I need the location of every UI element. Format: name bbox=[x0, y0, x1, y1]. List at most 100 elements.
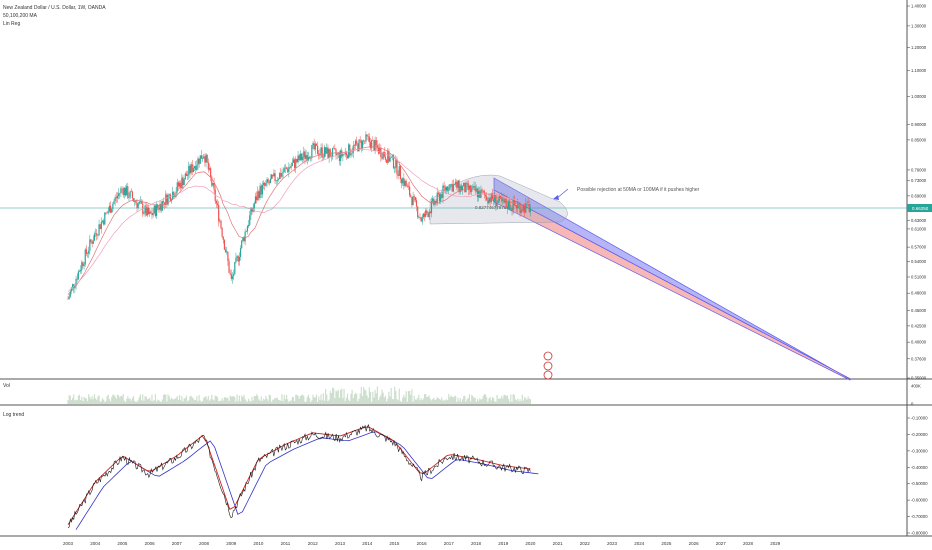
candle-body bbox=[114, 197, 116, 201]
volume-bar bbox=[459, 397, 461, 404]
volume-bar bbox=[417, 397, 419, 404]
volume-bar bbox=[201, 401, 204, 404]
candle-body bbox=[391, 154, 393, 158]
volume-bar bbox=[229, 395, 231, 404]
volume-bar bbox=[320, 394, 322, 404]
candle-body bbox=[452, 184, 454, 192]
candle-body bbox=[233, 274, 235, 277]
volume-bar bbox=[323, 400, 326, 404]
candle-body bbox=[491, 193, 494, 200]
candle-body bbox=[111, 209, 113, 213]
volume-bar bbox=[172, 399, 174, 404]
candle-body bbox=[451, 183, 453, 192]
volume-bar bbox=[89, 396, 91, 404]
time-tick-label: 2019 bbox=[498, 541, 509, 546]
candle-body bbox=[107, 211, 109, 213]
volume-bar bbox=[152, 401, 154, 404]
volume-bar bbox=[175, 397, 177, 404]
volume-bar bbox=[406, 401, 408, 404]
volume-bar bbox=[269, 395, 272, 404]
volume-bar bbox=[335, 390, 337, 404]
candle-body bbox=[215, 201, 217, 204]
volume-bar bbox=[93, 394, 96, 404]
candle-body bbox=[258, 191, 260, 198]
candle-body bbox=[281, 173, 283, 177]
volume-bar bbox=[205, 396, 207, 404]
volume-bar bbox=[494, 401, 496, 404]
candle-body bbox=[287, 168, 289, 173]
volume-bar bbox=[418, 394, 420, 404]
volume-bar bbox=[267, 400, 269, 404]
volume-bar bbox=[420, 398, 422, 404]
volume-bar bbox=[239, 401, 242, 404]
volume-bar bbox=[246, 401, 249, 404]
candle-body bbox=[394, 167, 396, 169]
volume-bar bbox=[214, 395, 216, 404]
candle-body bbox=[273, 173, 275, 177]
volume-bar bbox=[83, 396, 85, 404]
volume-bar bbox=[149, 397, 151, 404]
volume-bar bbox=[492, 398, 495, 404]
volume-bar bbox=[354, 393, 357, 404]
event-markers-icon[interactable] bbox=[543, 351, 553, 380]
volume-bar bbox=[303, 395, 305, 404]
volume-bar bbox=[282, 401, 284, 404]
volume-bar bbox=[162, 395, 165, 404]
volume-bar bbox=[482, 395, 484, 404]
candle-body bbox=[192, 168, 194, 173]
volume-bar bbox=[410, 394, 412, 404]
volume-bar bbox=[233, 396, 235, 404]
volume-bar bbox=[104, 401, 106, 404]
volume-bar bbox=[192, 398, 194, 404]
price-tick-label: 0.45000 bbox=[911, 308, 927, 313]
volume-bar bbox=[510, 394, 512, 404]
volume-bar bbox=[403, 394, 405, 404]
volume-bar bbox=[99, 401, 101, 404]
volume-bar bbox=[342, 398, 344, 404]
candle-body bbox=[449, 184, 451, 190]
candle-body bbox=[85, 249, 88, 254]
volume-bar bbox=[231, 396, 234, 404]
candle-body bbox=[303, 151, 305, 158]
linreg-legend: Lin Reg bbox=[3, 21, 21, 27]
price-tick-label: 0.76000 bbox=[911, 167, 927, 172]
volume-bar bbox=[341, 388, 343, 404]
volume-bar bbox=[190, 395, 192, 404]
volume-bar bbox=[407, 391, 410, 404]
volume-bar bbox=[434, 399, 436, 404]
candle-body bbox=[509, 200, 511, 210]
candle-body bbox=[274, 173, 276, 182]
candle-body bbox=[196, 165, 198, 170]
candle-body bbox=[223, 239, 226, 250]
candle-body bbox=[270, 174, 273, 179]
volume-bar bbox=[262, 398, 265, 404]
volume-bar bbox=[287, 399, 289, 404]
volume-bar bbox=[100, 400, 102, 404]
candle-body bbox=[238, 256, 240, 262]
candle-body bbox=[242, 237, 244, 241]
candle-body bbox=[403, 178, 405, 186]
volume-bar bbox=[245, 400, 247, 404]
volume-bar bbox=[336, 391, 338, 404]
volume-bar bbox=[512, 394, 514, 404]
volume-bar bbox=[218, 401, 220, 404]
volume-bar bbox=[176, 396, 178, 404]
volume-bar bbox=[337, 389, 339, 404]
candle-body bbox=[260, 185, 262, 195]
candle-body bbox=[365, 134, 367, 142]
candle-body bbox=[418, 217, 420, 218]
price-tick-label: 0.63000 bbox=[911, 218, 927, 223]
candle-body bbox=[423, 213, 426, 217]
candle-body bbox=[432, 198, 434, 202]
candle-body bbox=[160, 203, 162, 211]
candle-body bbox=[420, 217, 422, 222]
candle-body bbox=[75, 278, 77, 286]
candle-body bbox=[203, 156, 205, 159]
candle-body bbox=[349, 144, 351, 156]
volume-bar bbox=[369, 391, 372, 404]
volume-bar bbox=[161, 399, 163, 404]
candle-body bbox=[340, 150, 342, 161]
candle-body bbox=[185, 173, 188, 176]
volume-bar bbox=[228, 401, 230, 404]
